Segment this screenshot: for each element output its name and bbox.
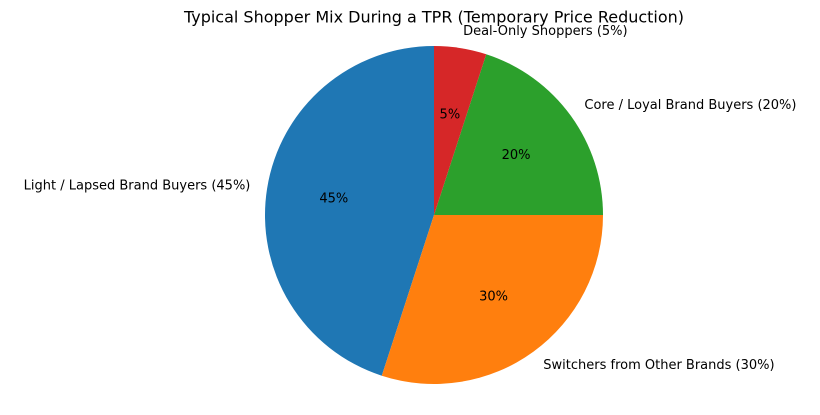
value-label: 5% [440,107,461,122]
slice-label: Switchers from Other Brands (30%) [543,358,774,373]
chart-title: Typical Shopper Mix During a TPR (Tempor… [183,8,684,27]
pie-slice [434,46,487,215]
slice-label: Light / Lapsed Brand Buyers (45%) [24,178,251,193]
value-label: 30% [479,290,508,305]
pie-slice [265,46,434,376]
value-label: 45% [319,192,348,207]
slice-label: Core / Loyal Brand Buyers (20%) [584,98,796,113]
pie-slice [434,54,603,215]
value-label: 20% [502,148,531,163]
slice-label: Deal-Only Shoppers (5%) [463,24,628,39]
pie-slice [381,215,603,384]
